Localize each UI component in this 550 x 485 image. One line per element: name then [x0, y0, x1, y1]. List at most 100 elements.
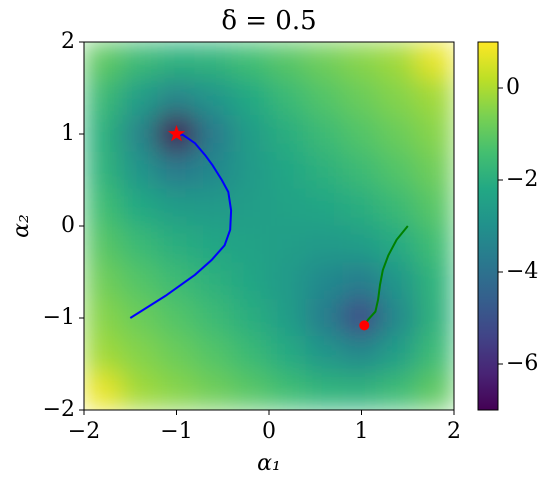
heatmap-cell [157, 225, 196, 264]
heatmap-cell [416, 115, 454, 153]
heatmap-cell [231, 188, 270, 227]
heatmap-cell [231, 42, 270, 80]
heatmap-cell [305, 78, 344, 117]
colorbar-tick-label: 0 [506, 75, 520, 100]
heatmap-cell [342, 115, 381, 153]
colorbar-tick-label: −4 [506, 259, 538, 284]
heatmap-cell [194, 299, 233, 337]
heatmap-cell [194, 78, 233, 117]
heatmap-cell [342, 42, 381, 80]
y-tick-label: −1 [43, 305, 75, 330]
heatmap-cell [379, 188, 418, 227]
heatmap-cell [305, 151, 344, 190]
heatmap-cell [416, 151, 454, 190]
y-axis-label: α₂ [9, 214, 34, 238]
heatmap-cell [416, 78, 454, 117]
heatmap-cell [268, 262, 307, 301]
heatmap-cell [305, 262, 344, 301]
heatmap-cell [84, 42, 122, 80]
heatmap-cell [268, 335, 307, 374]
heatmap-cell [231, 115, 270, 153]
heatmap-cell [157, 42, 196, 80]
y-tick-label: −2 [43, 397, 75, 422]
heatmap-cell [379, 225, 418, 264]
heatmap-cell [416, 299, 454, 337]
heatmap-cell [342, 151, 381, 190]
heatmap-cell [84, 188, 122, 227]
y-tick-label: 0 [61, 213, 75, 238]
heatmap-cell [231, 78, 270, 117]
heatmap-cell [379, 262, 418, 301]
heatmap-cell [379, 372, 418, 410]
heatmap-cell [231, 299, 270, 337]
x-tick-label: −1 [160, 419, 192, 444]
heatmap-cell [120, 335, 159, 374]
heatmap-cell [416, 42, 454, 80]
heatmap-cell [120, 225, 159, 264]
heatmap-cell [194, 188, 233, 227]
heatmap-cell [120, 42, 159, 80]
heatmap-cell [305, 299, 344, 337]
x-tick-label: 2 [447, 419, 461, 444]
chart-title: δ = 0.5 [221, 6, 316, 36]
heatmap-cell [194, 115, 233, 153]
heatmap-cell [268, 188, 307, 227]
heatmap-cell [416, 372, 454, 410]
heatmap-cell [194, 262, 233, 301]
heatmap-cell [120, 262, 159, 301]
heatmap-cell [342, 299, 381, 337]
heatmap-cell [268, 78, 307, 117]
heatmap-cell [416, 335, 454, 374]
heatmap-cell [342, 225, 381, 264]
heatmap-cell [342, 78, 381, 117]
heatmap [84, 42, 454, 410]
heatmap-cell [84, 78, 122, 117]
heatmap-cell [231, 335, 270, 374]
heatmap-cell [379, 335, 418, 374]
x-axis-label: α₁ [257, 451, 281, 476]
heatmap-cell [84, 335, 122, 374]
heatmap-cell [268, 42, 307, 80]
heatmap-cell [379, 42, 418, 80]
heatmap-cell [194, 335, 233, 374]
heatmap-cell [120, 78, 159, 117]
heatmap-cell [84, 115, 122, 153]
heatmap-cell [268, 115, 307, 153]
heatmap-cell [268, 225, 307, 264]
heatmap-cell [157, 151, 196, 190]
heatmap-cell [157, 372, 196, 410]
y-tick-label: 2 [61, 29, 75, 54]
heatmap-cell [416, 225, 454, 264]
heatmap-cell [84, 262, 122, 301]
heatmap-cell [194, 42, 233, 80]
heatmap-cell [157, 262, 196, 301]
star-marker [167, 125, 186, 142]
heatmap-cell [342, 262, 381, 301]
x-tick-label: −2 [68, 419, 100, 444]
heatmap-cell [268, 151, 307, 190]
heatmap-cell [379, 299, 418, 337]
heatmap-cell [231, 372, 270, 410]
heatmap-cell [305, 335, 344, 374]
heatmap-cell [231, 262, 270, 301]
point-marker [359, 320, 370, 331]
heatmap-cell [84, 225, 122, 264]
trajectory [363, 225, 409, 326]
x-tick-label: 1 [355, 419, 369, 444]
heatmap-cell [157, 299, 196, 337]
heatmap-cell [342, 188, 381, 227]
heatmap-cell [305, 372, 344, 410]
heatmap-cell [342, 335, 381, 374]
heatmap-cell [305, 225, 344, 264]
overlay [129, 133, 409, 326]
heatmap-cell [194, 151, 233, 190]
heatmap-cell [157, 188, 196, 227]
heatmap-cell [120, 115, 159, 153]
y-tick-label: 1 [61, 121, 75, 146]
x-tick-label: 0 [262, 419, 276, 444]
heatmap-cell [268, 299, 307, 337]
heatmap-cell [379, 78, 418, 117]
heatmap-cell [416, 188, 454, 227]
heatmap-cell [379, 115, 418, 153]
